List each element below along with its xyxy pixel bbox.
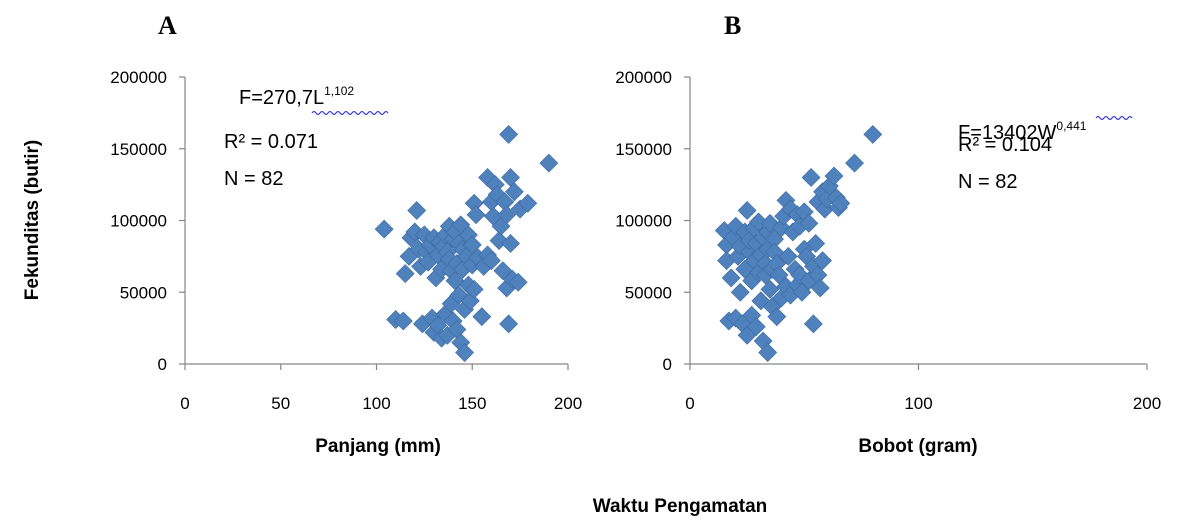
- data-point-a: [407, 201, 427, 220]
- data-point-b: [803, 314, 823, 334]
- equation-a: F=270,7L1,102: [239, 84, 354, 109]
- data-point-a: [393, 311, 413, 331]
- data-point-b: [758, 343, 778, 362]
- x-tick-label-a: 100: [362, 394, 390, 413]
- data-point-a: [472, 307, 492, 327]
- x-tick-label-b: 0: [685, 394, 694, 413]
- data-point-b: [806, 234, 826, 253]
- y-tick-label-a: 100000: [110, 212, 167, 231]
- data-point-b: [824, 166, 844, 186]
- data-point-b: [813, 251, 832, 271]
- equation-base-b: F=13402W: [958, 122, 1057, 144]
- data-point-b: [801, 168, 821, 187]
- y-tick-label-b: 200000: [615, 68, 672, 87]
- y-tick-label-a: 150000: [110, 140, 167, 159]
- footer-label: Waktu Pengamatan: [593, 496, 768, 517]
- data-point-b: [778, 246, 798, 266]
- y-tick-label-a: 200000: [110, 68, 167, 87]
- x-tick-label-a: 200: [554, 394, 582, 413]
- data-point-b: [863, 124, 883, 144]
- data-point-a: [518, 193, 538, 213]
- data-point-b: [746, 317, 766, 337]
- spellcheck-underline-b: [1095, 115, 1133, 121]
- data-point-b: [749, 212, 768, 232]
- data-point-b: [810, 278, 830, 298]
- y-tick-label-b: 100000: [615, 212, 672, 231]
- data-point-a: [504, 182, 524, 202]
- data-point-a: [539, 153, 559, 173]
- data-point-a: [466, 205, 486, 225]
- data-point-b: [760, 279, 780, 299]
- equation-exp-a: 1,102: [324, 84, 354, 98]
- x-tick-label-a: 150: [458, 394, 486, 413]
- data-point-a: [464, 279, 484, 299]
- data-point-b: [831, 193, 851, 213]
- y-axis-title: Fekunditas (butir): [22, 140, 43, 300]
- data-point-a: [499, 314, 519, 334]
- data-point-a: [501, 168, 520, 187]
- y-tick-label-b: 50000: [625, 283, 672, 302]
- data-point-a: [499, 124, 519, 144]
- equation-b: F=13402W0,441: [958, 119, 1087, 144]
- data-point-b: [845, 153, 864, 173]
- data-point-a: [462, 235, 482, 255]
- y-tick-label-b: 0: [663, 355, 672, 374]
- equation-base-a: F=270,7L: [239, 87, 324, 109]
- data-point-b: [799, 213, 819, 233]
- panel-label-b: B: [724, 11, 741, 40]
- r2-a: R² = 0.071: [224, 131, 318, 153]
- data-point-a: [481, 251, 501, 271]
- x-axis-title-b: Bobot (gram): [858, 436, 977, 457]
- x-tick-label-a: 50: [271, 394, 290, 413]
- n-a: N = 82: [224, 168, 283, 190]
- x-tick-label-b: 100: [904, 394, 932, 413]
- y-tick-label-b: 150000: [615, 140, 672, 159]
- data-point-a: [395, 264, 415, 284]
- chart-panel-b: B 0 50000 100000 150000 200000 0 100 200 Bobot…: [615, 11, 1161, 457]
- panel-label-a: A: [158, 11, 177, 40]
- data-point-b: [730, 282, 750, 302]
- data-point-b: [737, 201, 757, 220]
- r2-b: R² = 0.104: [958, 134, 1052, 156]
- x-tick-label-a: 0: [180, 394, 189, 413]
- x-axis-title-a: Panjang (mm): [315, 436, 441, 457]
- y-tick-label-a: 50000: [120, 283, 167, 302]
- data-point-b: [767, 307, 787, 327]
- data-point-b: [721, 268, 741, 288]
- equation-exp-b: 0,441: [1056, 119, 1086, 133]
- data-point-a: [455, 343, 475, 362]
- data-point-a: [497, 205, 517, 225]
- data-point-a: [374, 219, 394, 239]
- x-tick-label-b: 200: [1133, 394, 1161, 413]
- spellcheck-underline-a: [311, 110, 389, 116]
- data-point-a: [501, 234, 520, 253]
- n-b: N = 82: [958, 171, 1017, 193]
- y-tick-label-a: 0: [158, 355, 167, 374]
- data-point-a: [508, 272, 528, 292]
